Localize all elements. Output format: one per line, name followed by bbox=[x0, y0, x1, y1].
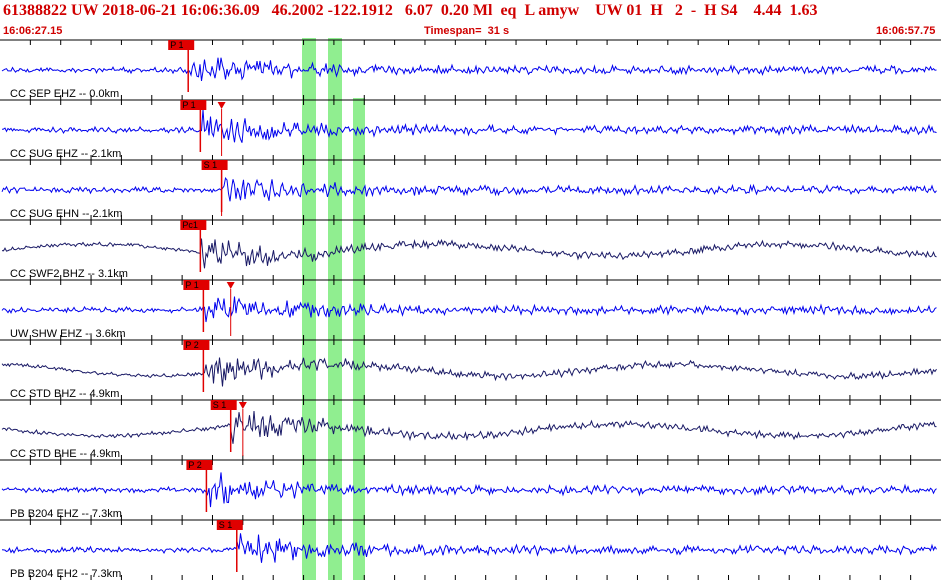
header: 61388822 UW 2018-06-21 16:06:36.09 46.20… bbox=[0, 0, 941, 38]
seismogram-trace bbox=[1, 109, 937, 143]
pick-label: P 2 bbox=[188, 460, 201, 470]
event-title: 61388822 UW 2018-06-21 16:06:36.09 46.20… bbox=[3, 2, 818, 19]
s-marker bbox=[217, 162, 226, 169]
phase-band bbox=[353, 98, 365, 580]
trace-label: CC SEP EHZ -- 0.0km bbox=[10, 88, 119, 100]
seismogram-trace bbox=[1, 176, 937, 202]
pick-flag[interactable] bbox=[180, 100, 207, 110]
s-marker bbox=[226, 282, 235, 289]
seismogram-trace bbox=[1, 238, 937, 269]
trace-label: PB B204 EHZ -- 7.3km bbox=[10, 508, 122, 520]
s-marker bbox=[238, 402, 247, 409]
seismogram-trace bbox=[1, 533, 937, 563]
pick-flag[interactable] bbox=[183, 340, 210, 350]
pick-label: S 1 bbox=[213, 400, 227, 410]
seismogram-trace bbox=[1, 296, 937, 323]
pick-label: S 1 bbox=[219, 520, 233, 530]
seismogram-trace bbox=[1, 472, 937, 508]
s-marker bbox=[217, 102, 226, 109]
trace-label: UW SHW EHZ -- 3.6km bbox=[10, 328, 126, 340]
pick-label: P 1 bbox=[185, 280, 198, 290]
seismogram-trace bbox=[1, 357, 937, 387]
seismogram-trace bbox=[1, 57, 937, 81]
time-grid bbox=[0, 39, 941, 580]
timespan: Timespan= 31 s bbox=[424, 25, 510, 37]
trace-label: CC STD BHE -- 4.9km bbox=[10, 448, 120, 460]
trace-label: CC SWF2 BHZ -- 3.1km bbox=[10, 268, 128, 280]
start-time: 16:06:27.15 bbox=[3, 25, 63, 37]
seismogram-trace bbox=[1, 410, 937, 444]
pick-flag[interactable] bbox=[201, 160, 228, 170]
phase-bands bbox=[302, 38, 365, 580]
trace-label: PB B204 EH2 -- 7.3km bbox=[10, 568, 121, 580]
pick-flag[interactable] bbox=[168, 40, 195, 50]
trace-label: CC SUG EHZ -- 2.1km bbox=[10, 148, 121, 160]
pick-flag[interactable] bbox=[186, 460, 213, 470]
pick-flag[interactable] bbox=[183, 280, 210, 290]
seismogram-panel[interactable]: P 1 CC SEP EHZ -- 0.0km P 1 CC SUG EHZ -- 2… bbox=[0, 38, 941, 580]
end-time: 16:06:57.75 bbox=[876, 25, 936, 37]
pick-flag[interactable] bbox=[180, 220, 207, 230]
pick-label: Pc1 bbox=[182, 220, 198, 230]
trace-label: CC STD BHZ -- 4.9km bbox=[10, 388, 119, 400]
traces: P 1 CC SEP EHZ -- 0.0km P 1 CC SUG EHZ -- 2… bbox=[1, 40, 937, 580]
pick-label: S 1 bbox=[204, 160, 218, 170]
phase-band bbox=[302, 38, 316, 580]
pick-label: P 1 bbox=[170, 40, 183, 50]
trace-label: CC SUG EHN -- 2.1km bbox=[10, 208, 122, 220]
pick-label: P 1 bbox=[182, 100, 195, 110]
pick-flag[interactable] bbox=[210, 400, 237, 410]
pick-label: P 2 bbox=[185, 340, 198, 350]
pick-flag[interactable] bbox=[216, 520, 243, 530]
